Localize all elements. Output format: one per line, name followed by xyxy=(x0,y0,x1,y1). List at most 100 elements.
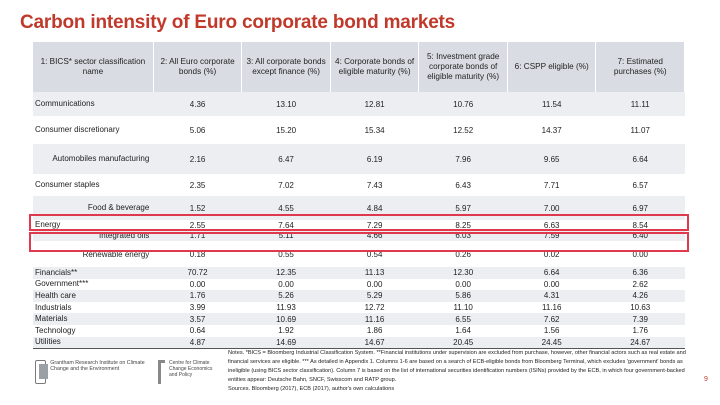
table-cell: 6.55 xyxy=(418,313,508,325)
table-cell: 3.99 xyxy=(153,301,242,314)
table-cell: 7.29 xyxy=(330,220,419,230)
table-cell: 1.52 xyxy=(153,196,242,220)
row-label: Utilities xyxy=(33,336,154,349)
column-header: 3: All corporate bonds except finance (%… xyxy=(241,42,331,92)
table-row: Communications 4.36 13.10 12.81 10.76 11… xyxy=(33,92,685,116)
table-cell: 8.25 xyxy=(418,220,508,230)
table-cell: 11.10 xyxy=(418,301,508,314)
table-cell: 0.54 xyxy=(330,248,419,261)
table-cell: 6.36 xyxy=(595,267,685,279)
row-label: Food & beverage xyxy=(33,196,154,220)
page-number: 9 xyxy=(704,376,708,383)
table-cell: 4.84 xyxy=(330,196,419,220)
row-label: Technology xyxy=(33,324,154,337)
slide-title: Carbon intensity of Euro corporate bond … xyxy=(20,12,456,33)
table-cell: 5.26 xyxy=(241,290,331,302)
table-cell: 7.96 xyxy=(418,144,508,174)
table-cell: 6.03 xyxy=(418,230,508,241)
table-row: Integrated oils 1.71 5.11 4.66 6.03 7.59… xyxy=(33,230,685,241)
table-row: Renewable energy 0.18 0.55 0.54 0.26 0.0… xyxy=(33,248,685,261)
table-row: Consumer staples 2.35 7.02 7.43 6.43 7.7… xyxy=(33,174,685,196)
table-cell: 70.72 xyxy=(153,267,242,279)
table-cell: 10.76 xyxy=(418,92,508,116)
column-header: 4: Corporate bonds of eligible maturity … xyxy=(330,42,420,92)
row-label: Government*** xyxy=(33,278,154,291)
table-cell: 11.54 xyxy=(507,92,596,116)
table-cell: 0.64 xyxy=(153,324,242,337)
row-label: Materials xyxy=(33,313,154,325)
table-cell: 1.92 xyxy=(241,324,331,337)
table-cell: 4.66 xyxy=(330,230,419,241)
table-cell: 13.10 xyxy=(241,92,331,116)
table-row: Energy 2.55 7.64 7.29 8.25 6.63 8.54 xyxy=(33,220,685,230)
notes-text: Notes. *BICS = Bloomberg Industrial Clas… xyxy=(228,350,686,383)
table-cell: 5.97 xyxy=(418,196,508,220)
table-cell: 12.35 xyxy=(241,267,331,279)
row-label: Renewable energy xyxy=(33,248,154,261)
table-cell: 7.02 xyxy=(241,174,331,196)
table-cell: 11.16 xyxy=(507,301,596,314)
table-cell: 7.00 xyxy=(507,196,596,220)
table-row: Technology 0.64 1.92 1.86 1.64 1.56 1.76 xyxy=(33,324,685,337)
table-cell: 6.63 xyxy=(507,220,596,230)
table-cell: 9.65 xyxy=(507,144,596,174)
table-cell: 6.64 xyxy=(595,144,685,174)
table-cell: 1.64 xyxy=(418,324,508,337)
cccep-logo: Centre for Climate Change Economics and … xyxy=(158,360,218,394)
table-cell: 7.43 xyxy=(330,174,419,196)
table-cell: 6.43 xyxy=(418,174,508,196)
footer-divider xyxy=(33,348,685,349)
cccep-logo-icon xyxy=(158,360,166,384)
table-cell: 6.40 xyxy=(595,230,685,241)
table-cell: 5.06 xyxy=(153,116,242,144)
column-header: 5: Investment grade corporate bonds of e… xyxy=(418,42,508,92)
table-cell: 0.00 xyxy=(507,278,596,291)
table-row: Materials 3.57 10.69 11.16 6.55 7.62 7.3… xyxy=(33,313,685,325)
table-cell: 6.97 xyxy=(595,196,685,220)
table-cell: 6.57 xyxy=(595,174,685,196)
table-cell: 4.87 xyxy=(153,336,242,349)
table-cell: 1.86 xyxy=(330,324,419,337)
table-cell: 11.16 xyxy=(330,313,419,325)
table-cell: 7.62 xyxy=(507,313,596,325)
table-cell: 0.02 xyxy=(507,248,596,261)
column-header: 2: All Euro corporate bonds (%) xyxy=(153,42,243,92)
table-header-row: 1: BICS* sector classification name 2: A… xyxy=(33,42,685,92)
table-cell: 15.34 xyxy=(330,116,419,144)
table-row: Government*** 0.00 0.00 0.00 0.00 0.00 2… xyxy=(33,278,685,291)
table-cell: 0.00 xyxy=(241,278,331,291)
table-cell: 20.45 xyxy=(418,336,508,349)
table-cell: 14.67 xyxy=(330,336,419,349)
row-label: Industrials xyxy=(33,301,154,314)
table-cell: 0.00 xyxy=(418,278,508,291)
table-row: Consumer discretionary 5.06 15.20 15.34 … xyxy=(33,116,685,144)
row-label: Consumer discretionary xyxy=(33,116,154,144)
table-cell: 5.86 xyxy=(418,290,508,302)
table-cell: 6.47 xyxy=(241,144,331,174)
cccep-logo-text: Centre for Climate Change Economics and … xyxy=(169,360,213,379)
table-cell: 0.00 xyxy=(330,278,419,291)
table-cell: 7.39 xyxy=(595,313,685,325)
table-cell: 4.55 xyxy=(241,196,331,220)
table-cell: 2.16 xyxy=(153,144,242,174)
row-label: Health care xyxy=(33,290,154,302)
table-cell: 4.26 xyxy=(595,290,685,302)
table-cell: 12.52 xyxy=(418,116,508,144)
table-cell: 0.26 xyxy=(418,248,508,261)
table-cell: 7.59 xyxy=(507,230,596,241)
table-cell: 1.76 xyxy=(595,324,685,337)
table-row: Financials** 70.72 12.35 11.13 12.30 6.6… xyxy=(33,267,685,279)
table-cell: 1.76 xyxy=(153,290,242,302)
table-cell: 0.00 xyxy=(153,278,242,291)
table-cell: 2.55 xyxy=(153,220,242,230)
table-cell: 10.63 xyxy=(595,301,685,314)
row-label: Energy xyxy=(33,220,154,230)
table-cell: 3.57 xyxy=(153,313,242,325)
table-cell: 1.71 xyxy=(153,230,242,241)
table-cell: 12.72 xyxy=(330,301,419,314)
table-cell: 5.11 xyxy=(241,230,331,241)
table-cell: 12.81 xyxy=(330,92,419,116)
grantham-logo: Grantham Research Institute on Climate C… xyxy=(35,360,145,394)
table-cell: 24.67 xyxy=(595,336,685,349)
row-label: Consumer staples xyxy=(33,174,154,196)
